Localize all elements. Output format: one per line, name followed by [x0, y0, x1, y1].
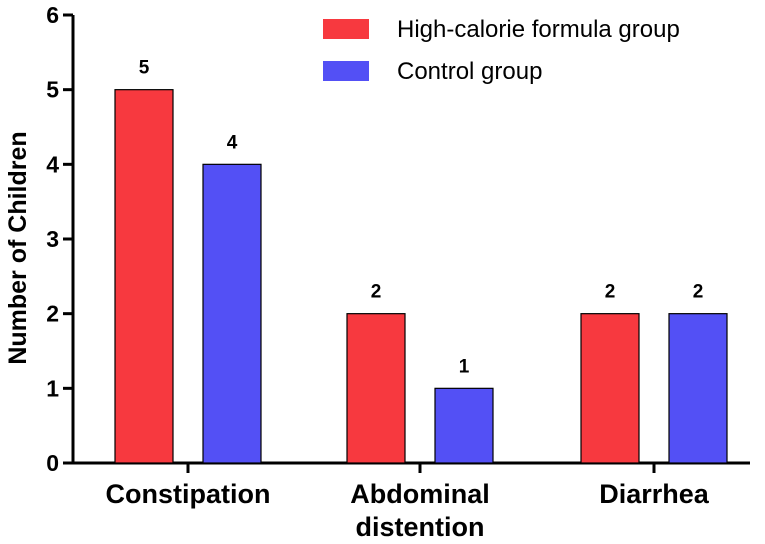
y-tick-label: 2: [46, 301, 59, 327]
category-label: Abdominal: [350, 479, 490, 509]
bar-control: [202, 163, 262, 464]
y-tick-label: 5: [46, 77, 59, 103]
bars: [114, 89, 728, 464]
legend-swatch: [323, 19, 369, 39]
bar-control: [434, 387, 494, 464]
y-tick-label: 0: [46, 450, 59, 476]
y-tick-label: 4: [46, 151, 59, 177]
legend-label: High-calorie formula group: [397, 16, 680, 43]
bar-high-calorie: [580, 313, 640, 464]
legend: High-calorie formula group Control group: [323, 16, 680, 85]
bar-value-label: 1: [459, 356, 470, 377]
bar-value-label: 4: [227, 132, 238, 153]
y-axis: 0 1 2 3 4 5 6: [46, 2, 75, 476]
category-label: Diarrhea: [599, 479, 710, 509]
legend-swatch: [323, 61, 369, 81]
y-tick-label: 6: [46, 2, 59, 28]
bar-value-label: 5: [139, 58, 150, 79]
y-tick-label: 1: [46, 375, 59, 401]
data-labels: 5 2 2 4 1 2: [139, 58, 704, 378]
bar-value-label: 2: [371, 282, 382, 303]
category-label: distention: [356, 512, 485, 542]
bar-control: [668, 313, 728, 464]
legend-label: Control group: [397, 58, 542, 85]
y-axis-label: Number of Children: [4, 131, 32, 364]
bar-value-label: 2: [605, 282, 616, 303]
y-tick-label: 3: [46, 226, 59, 252]
bar-high-calorie: [346, 313, 406, 464]
bar-value-label: 2: [693, 282, 704, 303]
x-axis: [71, 461, 750, 473]
bar-high-calorie: [114, 89, 174, 464]
category-label: Constipation: [106, 479, 271, 509]
